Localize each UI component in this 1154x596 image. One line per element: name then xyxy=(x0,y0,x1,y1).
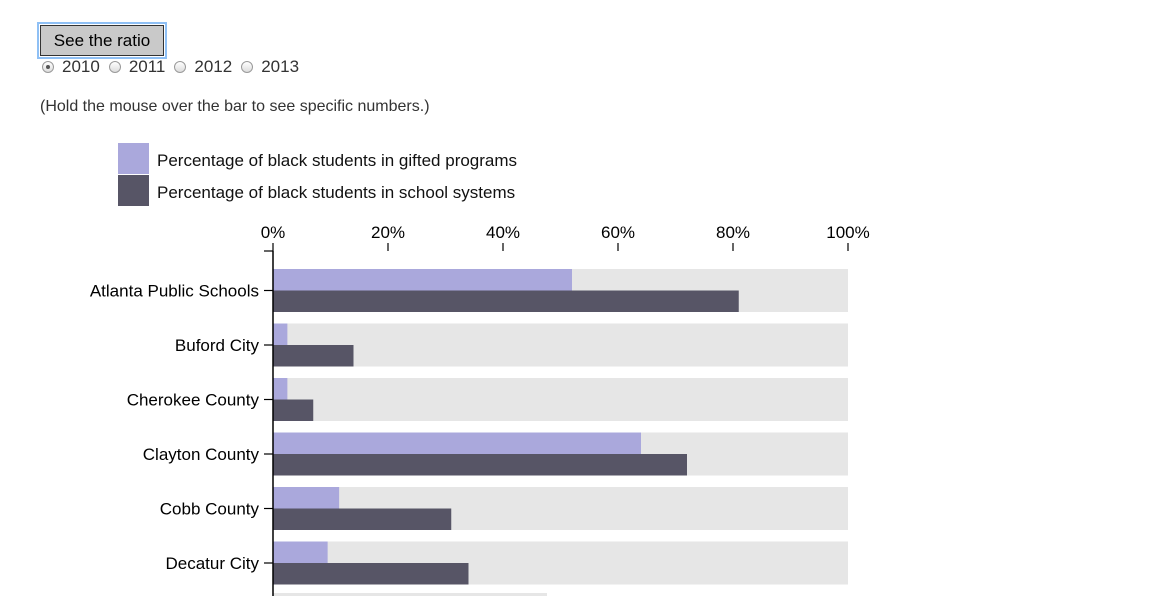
year-label-2011: 2011 xyxy=(128,57,166,76)
radio-icon[interactable] xyxy=(108,61,121,73)
radio-selected-icon[interactable] xyxy=(42,61,54,73)
radio-icon[interactable] xyxy=(241,61,254,73)
category-label: Atlanta Public Schools xyxy=(90,282,259,301)
hover-hint: (Hold the mouse over the bar to see spec… xyxy=(40,98,430,115)
legend-swatch xyxy=(118,143,149,174)
year-label-2013: 2013 xyxy=(261,57,300,76)
school-bar[interactable] xyxy=(273,290,739,313)
row-background xyxy=(273,323,848,367)
year-label-2010: 2010 xyxy=(62,57,100,76)
radio-icon[interactable] xyxy=(174,61,187,73)
x-tick-label: 40% xyxy=(486,223,520,242)
gifted-bar[interactable] xyxy=(273,541,328,564)
x-tick-label: 80% xyxy=(716,223,750,242)
gifted-bar[interactable] xyxy=(273,487,340,509)
school-bar[interactable] xyxy=(273,563,469,585)
year-radio-2012[interactable]: 2012 xyxy=(174,57,232,77)
x-tick-label: 0% xyxy=(261,223,286,242)
row-background xyxy=(273,593,547,596)
legend-label: Percentage of black students in gifted p… xyxy=(157,151,517,170)
x-tick-label: 60% xyxy=(601,223,635,242)
x-tick-label: 20% xyxy=(371,223,405,242)
category-label: Cherokee County xyxy=(127,391,260,410)
gifted-bar[interactable] xyxy=(273,323,288,346)
year-radio-2013[interactable]: 2013 xyxy=(241,57,299,77)
legend-swatch xyxy=(118,175,149,206)
year-radio-group: 2010 2011 2012 2013 xyxy=(42,57,308,77)
legend-label: Percentage of black students in school s… xyxy=(157,183,515,202)
x-tick-label: 100% xyxy=(826,223,869,242)
category-label: Clayton County xyxy=(143,445,260,464)
category-label: Cobb County xyxy=(160,500,260,519)
school-bar[interactable] xyxy=(273,399,314,422)
school-bar[interactable] xyxy=(273,454,687,476)
school-bar[interactable] xyxy=(273,508,452,531)
see-ratio-button[interactable]: See the ratio xyxy=(37,22,167,59)
gifted-bar[interactable] xyxy=(273,269,572,291)
gifted-bar[interactable] xyxy=(273,378,288,400)
category-label: Buford City xyxy=(175,336,260,355)
year-radio-2010[interactable]: 2010 xyxy=(42,57,100,77)
gifted-bar[interactable] xyxy=(273,432,641,455)
row-background xyxy=(273,378,848,421)
year-radio-2011[interactable]: 2011 xyxy=(108,57,166,77)
year-label-2012: 2012 xyxy=(194,57,233,76)
category-label: Decatur City xyxy=(165,554,259,573)
school-bar[interactable] xyxy=(273,345,354,367)
